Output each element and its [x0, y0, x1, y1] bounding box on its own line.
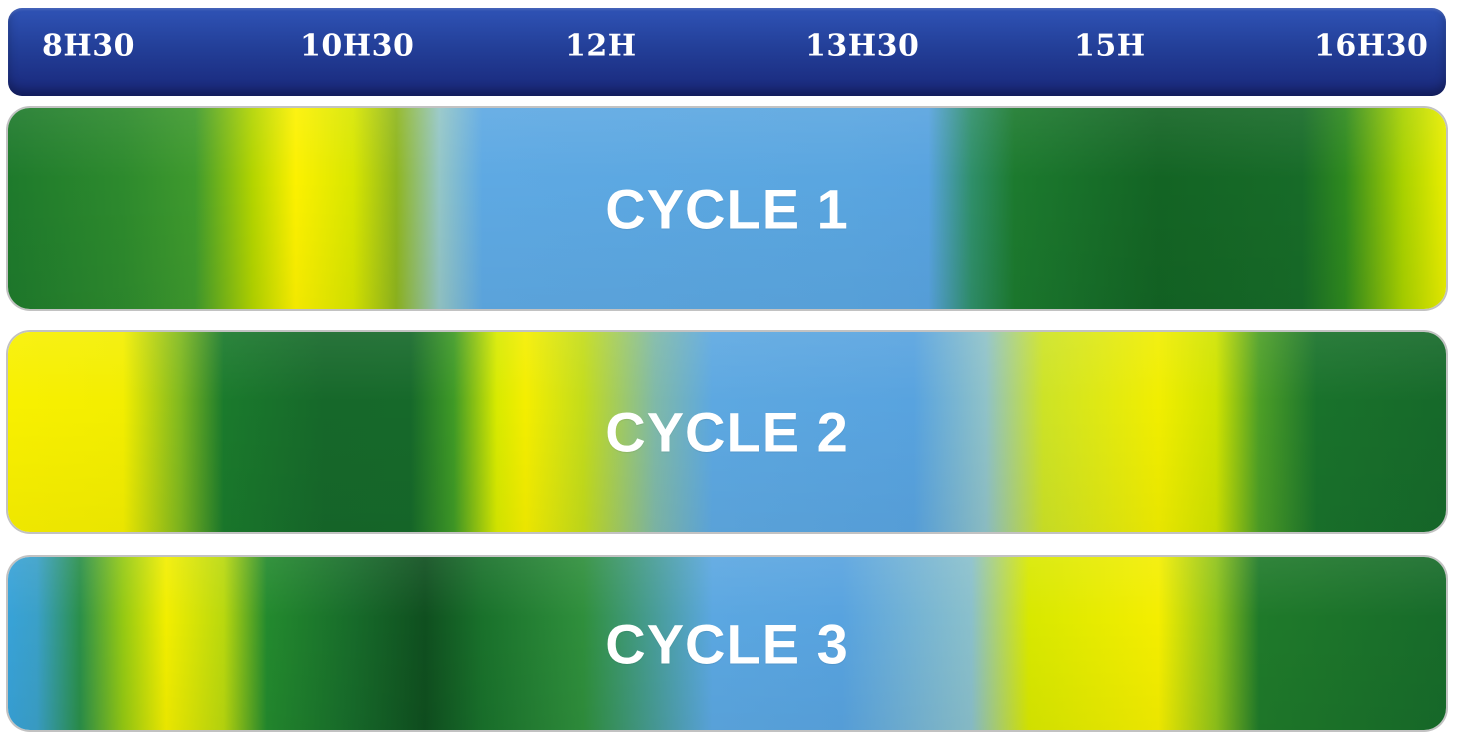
time-label-13h30: 13H30 — [805, 28, 920, 64]
time-label-15h: 15H — [1074, 28, 1146, 64]
cycle-3-label: CYCLE 3 — [605, 612, 849, 675]
time-label-10h30: 10H30 — [300, 28, 415, 64]
cycle-1-label: CYCLE 1 — [605, 177, 849, 240]
cycle-2-band: CYCLE 2 — [8, 332, 1446, 532]
time-label-12h: 12H — [565, 28, 637, 64]
time-label-8h30: 8H30 — [42, 28, 135, 64]
cycle-1-band: CYCLE 1 — [8, 108, 1446, 309]
cycle-3-band: CYCLE 3 — [8, 557, 1446, 730]
time-scale-bar: 8H30 10H30 12H 13H30 15H 16H30 — [8, 8, 1446, 96]
cycle-2-label: CYCLE 2 — [605, 400, 849, 464]
time-label-16h30: 16H30 — [1314, 28, 1429, 64]
